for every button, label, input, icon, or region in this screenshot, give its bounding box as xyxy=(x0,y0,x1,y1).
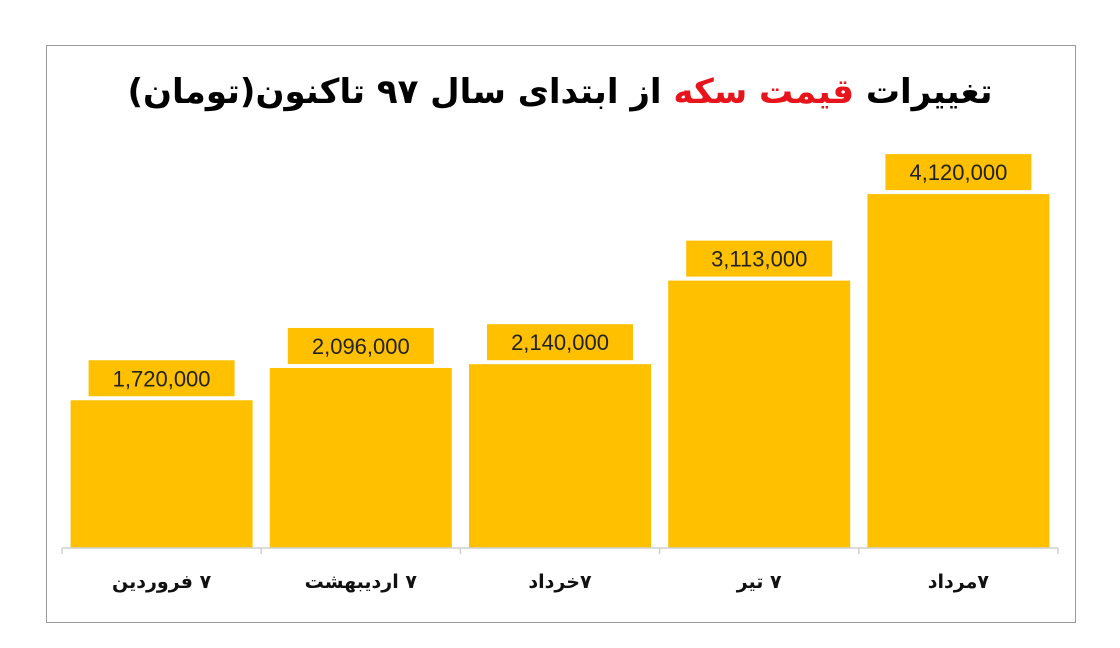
title-part-after: از ابتدای سال ۹۷ تاکنون(تومان) xyxy=(127,72,674,112)
x-tick-label: ۷خرداد xyxy=(528,571,592,593)
data-label-box xyxy=(885,154,1032,191)
data-label: 2,096,000 xyxy=(312,334,410,359)
chart-title: تغییرات قیمت سکه از ابتدای سال ۹۷ تاکنون… xyxy=(0,72,1120,112)
data-label-box xyxy=(686,240,833,277)
bars-layer xyxy=(70,194,1050,548)
value-labels-layer: 1,720,000 2,096,000 2,140,000 3,113,000 4,12… xyxy=(88,154,1032,397)
data-label-box xyxy=(287,327,434,364)
bar xyxy=(469,364,651,548)
bar xyxy=(70,400,253,548)
category-labels-layer: ۷ فروردین ۷ اردیبهشت ۷خرداد ۷ تیر ۷مرداد xyxy=(112,571,989,593)
bar xyxy=(668,280,851,548)
bar xyxy=(867,194,1050,548)
data-label: 1,720,000 xyxy=(113,366,211,391)
x-tick-label: ۷ تیر xyxy=(736,571,782,593)
title-part-highlight: قیمت سکه xyxy=(673,72,854,112)
data-label: 3,113,000 xyxy=(711,247,807,272)
x-tick-label: ۷ فروردین xyxy=(112,571,212,593)
data-label-box xyxy=(487,324,633,361)
x-tick-label: ۷مرداد xyxy=(928,571,990,593)
title-part-before: تغییرات xyxy=(853,72,993,112)
x-tick-label: ۷ اردیبهشت xyxy=(305,571,418,593)
bar xyxy=(269,367,452,548)
data-label: 2,140,000 xyxy=(511,330,609,355)
data-label: 4,120,000 xyxy=(909,160,1007,185)
x-axis-ticks xyxy=(61,548,1059,554)
data-label-box xyxy=(88,360,235,397)
